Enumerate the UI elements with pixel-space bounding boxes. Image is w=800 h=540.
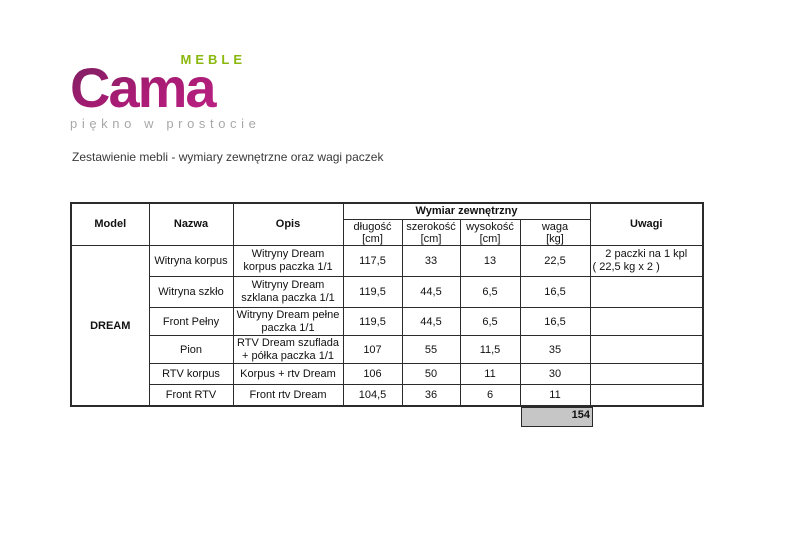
header-model: Model — [70, 202, 150, 246]
header-wysokosc: wysokość [cm] — [459, 219, 521, 246]
nazwa-cell: Pion — [148, 335, 234, 364]
wysokosc-cell: 11 — [459, 363, 521, 385]
uwagi-cell — [589, 384, 704, 407]
header-waga: waga [kg] — [519, 219, 591, 246]
table-row: DREAM Witryna korpus Witryny Dream korpu… — [70, 245, 704, 407]
opis-cell: Witryny Dream szklana paczka 1/1 — [232, 276, 344, 308]
dlugosc-cell: 107 — [342, 335, 403, 364]
szerokosc-cell: 44,5 — [401, 307, 461, 336]
logo-tagline: piękno w prostocie — [70, 116, 261, 131]
furniture-spec-table: Model Nazwa Opis Wymiar zewnętrzny Uwagi… — [70, 202, 704, 407]
szerokosc-cell: 44,5 — [401, 276, 461, 308]
table-row: Pion RTV Dream szuflada + półka paczka 1… — [71, 335, 704, 364]
nazwa-cell: Front Pełny — [148, 307, 234, 336]
model-cell: DREAM — [70, 245, 150, 407]
header-dlugosc: długość [cm] — [342, 219, 403, 246]
dlugosc-cell: 119,5 — [342, 276, 403, 308]
uwagi-cell — [589, 307, 704, 336]
nazwa-cell: RTV korpus — [148, 363, 234, 385]
opis-cell: Korpus + rtv Dream — [232, 363, 344, 385]
header-szerokosc-unit: [cm] — [420, 232, 442, 245]
total-weight-cell: 154 — [521, 407, 593, 427]
waga-cell: 16,5 — [519, 307, 591, 336]
dlugosc-cell: 117,5 — [342, 245, 403, 277]
brand-logo: MEBLE Cama piękno w prostocie — [70, 52, 261, 131]
waga-cell: 30 — [519, 363, 591, 385]
header-waga-unit: [kg] — [546, 232, 564, 245]
szerokosc-cell: 36 — [401, 384, 461, 407]
table-row: Front RTV Front rtv Dream 104,5 36 6 11 — [71, 384, 704, 407]
total-row: 154 — [72, 407, 704, 427]
furniture-spec-table-wrap: Model Nazwa Opis Wymiar zewnętrzny Uwagi… — [70, 202, 704, 427]
waga-cell: 35 — [519, 335, 591, 364]
nazwa-cell: Witryna korpus — [148, 245, 234, 277]
dlugosc-cell: 106 — [342, 363, 403, 385]
wysokosc-cell: 6,5 — [459, 276, 521, 308]
uwagi-line1: 2 paczki na 1 kpl — [605, 248, 688, 260]
waga-cell: 11 — [519, 384, 591, 407]
wysokosc-cell: 6,5 — [459, 307, 521, 336]
wysokosc-cell: 6 — [459, 384, 521, 407]
uwagi-line2: ( 22,5 kg x 2 ) — [592, 261, 660, 273]
table-row: Witryna szkło Witryny Dream szklana pacz… — [71, 276, 704, 308]
uwagi-cell: 2 paczki na 1 kpl ( 22,5 kg x 2 ) — [589, 245, 704, 277]
szerokosc-cell: 55 — [401, 335, 461, 364]
table-row: RTV korpus Korpus + rtv Dream 106 50 11 … — [71, 363, 704, 385]
wysokosc-cell: 11,5 — [459, 335, 521, 364]
header-wysokosc-label: wysokość — [466, 220, 514, 233]
header-opis: Opis — [232, 202, 344, 246]
opis-cell: Front rtv Dream — [232, 384, 344, 407]
nazwa-cell: Witryna szkło — [148, 276, 234, 308]
header-dlugosc-label: długość — [353, 220, 392, 233]
total-row-spacer — [72, 407, 521, 427]
header-wysokosc-unit: [cm] — [479, 232, 501, 245]
logo-brand-wordmark: Cama — [70, 60, 248, 116]
dlugosc-cell: 119,5 — [342, 307, 403, 336]
header-nazwa: Nazwa — [148, 202, 234, 246]
header-waga-label: waga — [541, 220, 569, 233]
uwagi-cell — [589, 335, 704, 364]
wysokosc-cell: 13 — [459, 245, 521, 277]
header-szerokosc: szerokość [cm] — [401, 219, 461, 246]
szerokosc-cell: 50 — [401, 363, 461, 385]
szerokosc-cell: 33 — [401, 245, 461, 277]
header-szerokosc-label: szerokość — [406, 220, 456, 233]
waga-cell: 16,5 — [519, 276, 591, 308]
document-title: Zestawienie mebli - wymiary zewnętrzne o… — [72, 150, 384, 164]
nazwa-cell: Front RTV — [148, 384, 234, 407]
table-row: Front Pełny Witryny Dream pełne paczka 1… — [71, 307, 704, 336]
dlugosc-cell: 104,5 — [342, 384, 403, 407]
logo-sub-brand: MEBLE — [180, 52, 246, 67]
waga-cell: 22,5 — [519, 245, 591, 277]
header-uwagi: Uwagi — [589, 202, 704, 246]
uwagi-cell — [589, 363, 704, 385]
opis-cell: RTV Dream szuflada + półka paczka 1/1 — [232, 335, 344, 364]
header-dimensions-group: Wymiar zewnętrzny — [342, 202, 591, 220]
header-dlugosc-unit: [cm] — [362, 232, 383, 245]
uwagi-cell — [589, 276, 704, 308]
opis-cell: Witryny Dream pełne paczka 1/1 — [232, 307, 344, 336]
opis-cell: Witryny Dream korpus paczka 1/1 — [232, 245, 344, 277]
